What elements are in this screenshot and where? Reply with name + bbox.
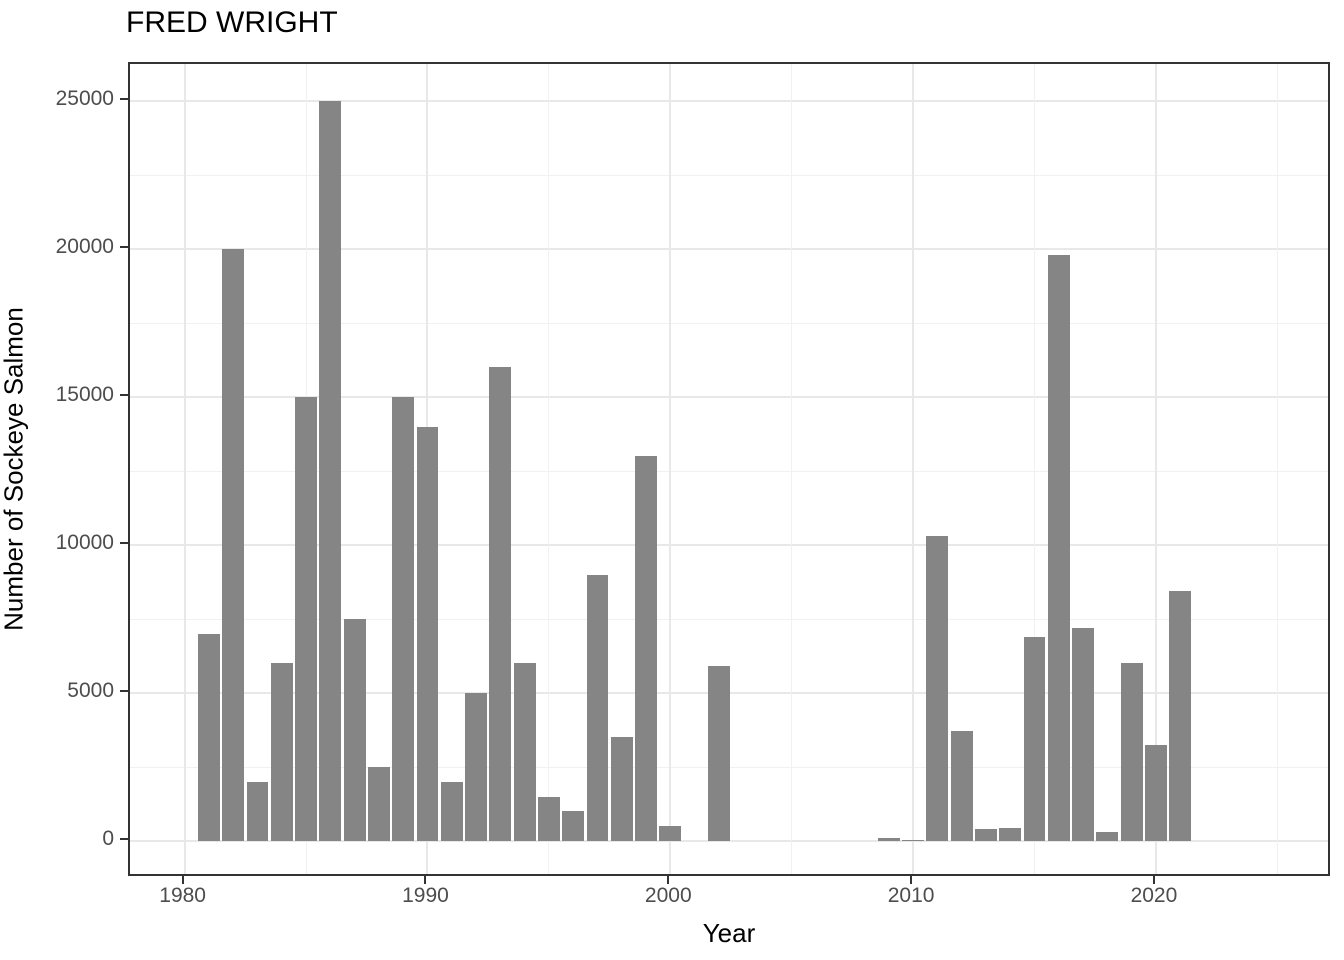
gridline-x-minor xyxy=(1034,64,1036,874)
gridline-y-minor xyxy=(130,174,1328,176)
bar-1984 xyxy=(270,663,293,841)
bar-1989 xyxy=(392,397,415,841)
chart-title: FRED WRIGHT xyxy=(126,6,338,39)
y-tick xyxy=(120,246,128,248)
gridline-y-major xyxy=(130,100,1328,102)
bar-1988 xyxy=(367,767,390,841)
gridline-x-major xyxy=(1154,64,1157,874)
bar-1993 xyxy=(489,367,512,841)
gridline-y-minor xyxy=(130,470,1328,472)
x-tick xyxy=(181,876,184,884)
gridline-x-minor xyxy=(548,64,550,874)
x-tick xyxy=(1152,876,1155,884)
bar-2017 xyxy=(1072,627,1095,841)
gridline-y-minor xyxy=(130,618,1328,620)
bar-1998 xyxy=(610,737,633,841)
x-axis-title: Year xyxy=(702,918,756,948)
bar-1999 xyxy=(635,456,657,841)
bar-2010 xyxy=(902,840,925,841)
bar-1982 xyxy=(222,249,245,841)
gridline-x-major xyxy=(183,64,186,874)
bar-2019 xyxy=(1120,663,1143,841)
bar-2018 xyxy=(1096,832,1119,841)
bar-2016 xyxy=(1047,254,1070,841)
x-tick xyxy=(424,876,427,884)
plot-panel xyxy=(128,62,1330,876)
gridline-y-major xyxy=(130,248,1328,250)
y-axis-title: Number of Sockeye Salmon xyxy=(0,307,29,631)
gridline-y-major xyxy=(130,840,1328,842)
gridline-y-major xyxy=(130,544,1328,546)
bar-1990 xyxy=(416,426,439,841)
x-tick-label: 2000 xyxy=(644,884,692,907)
gridline-x-major xyxy=(912,64,915,874)
gridline-y-minor xyxy=(130,322,1328,324)
bar-2000 xyxy=(659,826,682,841)
bar-2009 xyxy=(877,838,900,841)
bar-2021 xyxy=(1169,590,1192,841)
bar-1994 xyxy=(513,663,536,841)
bar-2014 xyxy=(999,827,1022,841)
gridline-x-minor xyxy=(791,64,793,874)
y-tick xyxy=(120,542,128,544)
x-tick-label: 1990 xyxy=(402,884,449,907)
x-tick-label: 2010 xyxy=(887,884,935,907)
bar-2011 xyxy=(926,536,949,841)
bar-1983 xyxy=(246,781,269,841)
bar-1981 xyxy=(197,633,220,841)
bar-2013 xyxy=(975,829,997,841)
y-tick-label: 20000 xyxy=(55,235,114,258)
x-tick-label: 2020 xyxy=(1130,884,1178,907)
gridline-y-major xyxy=(130,396,1328,398)
y-tick-label: 0 xyxy=(102,827,114,850)
y-tick xyxy=(120,690,128,692)
gridline-x-major xyxy=(669,64,672,874)
gridline-x-minor xyxy=(1276,64,1278,874)
y-tick xyxy=(120,394,128,396)
bar-1995 xyxy=(537,796,560,841)
y-tick xyxy=(120,98,128,100)
y-tick xyxy=(120,838,128,840)
y-tick-label: 15000 xyxy=(55,383,114,406)
bar-1991 xyxy=(440,781,463,841)
bar-1996 xyxy=(562,811,585,841)
bar-2015 xyxy=(1023,636,1046,841)
bar-1986 xyxy=(319,101,342,841)
x-tick xyxy=(910,876,913,884)
y-tick-label: 5000 xyxy=(67,679,114,702)
y-tick-label: 10000 xyxy=(55,531,114,554)
bar-1992 xyxy=(465,693,487,841)
bar-2020 xyxy=(1145,744,1167,841)
bar-1997 xyxy=(586,574,609,841)
bar-2002 xyxy=(707,666,730,841)
x-tick-label: 1980 xyxy=(159,884,206,907)
bar-2012 xyxy=(950,731,973,841)
x-tick xyxy=(667,876,670,884)
bar-1987 xyxy=(343,619,366,841)
y-tick-label: 25000 xyxy=(55,87,114,110)
bar-1985 xyxy=(295,397,317,841)
